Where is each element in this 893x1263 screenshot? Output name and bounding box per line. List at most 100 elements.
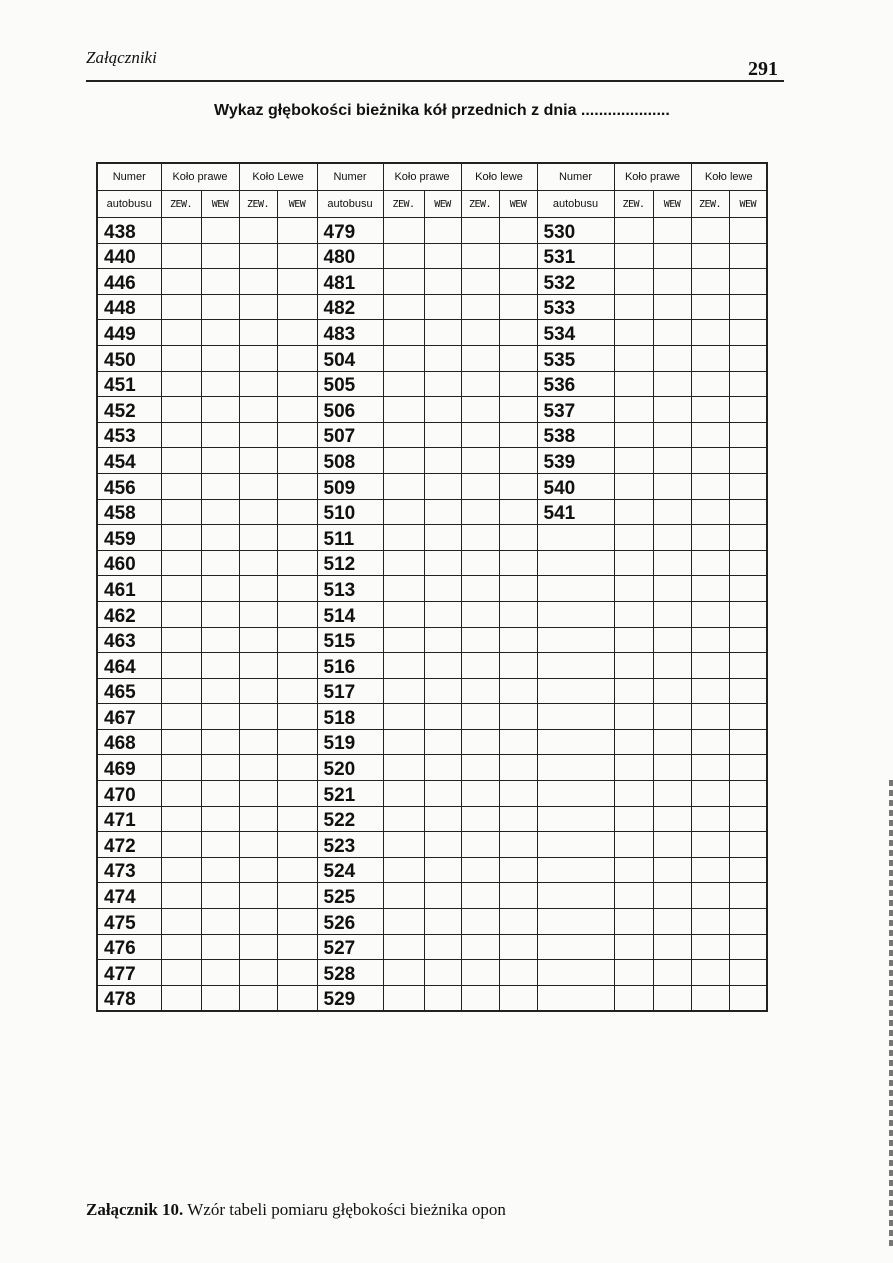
measurement-cell[interactable] (382, 652, 425, 679)
measurement-cell[interactable] (613, 319, 654, 346)
measurement-cell[interactable] (460, 831, 500, 858)
measurement-cell[interactable] (613, 447, 654, 474)
measurement-cell[interactable] (652, 524, 692, 551)
measurement-cell[interactable] (498, 447, 538, 474)
measurement-cell[interactable] (200, 447, 240, 474)
measurement-cell[interactable] (200, 652, 240, 679)
measurement-cell[interactable] (613, 908, 654, 935)
measurement-cell[interactable] (652, 396, 692, 423)
measurement-cell[interactable] (200, 498, 240, 526)
measurement-cell[interactable] (652, 242, 692, 270)
measurement-cell[interactable] (690, 933, 730, 961)
measurement-cell[interactable] (238, 984, 278, 1012)
measurement-cell[interactable] (460, 754, 500, 782)
measurement-cell[interactable] (652, 856, 692, 884)
measurement-cell[interactable] (276, 319, 318, 346)
measurement-cell[interactable] (728, 882, 768, 910)
measurement-cell[interactable] (728, 293, 768, 321)
measurement-cell[interactable] (382, 524, 425, 551)
measurement-cell[interactable] (460, 242, 500, 270)
measurement-cell[interactable] (160, 293, 202, 321)
measurement-cell[interactable] (382, 856, 425, 884)
measurement-cell[interactable] (690, 856, 730, 884)
measurement-cell[interactable] (238, 524, 278, 551)
measurement-cell[interactable] (613, 242, 654, 270)
measurement-cell[interactable] (276, 728, 318, 756)
measurement-cell[interactable] (613, 805, 654, 833)
measurement-cell[interactable] (613, 217, 654, 244)
measurement-cell[interactable] (200, 856, 240, 884)
measurement-cell[interactable] (652, 498, 692, 526)
measurement-cell[interactable] (498, 498, 538, 526)
measurement-cell[interactable] (200, 421, 240, 449)
measurement-cell[interactable] (200, 754, 240, 782)
measurement-cell[interactable] (238, 472, 278, 500)
measurement-cell[interactable] (238, 421, 278, 449)
measurement-cell[interactable] (652, 344, 692, 372)
measurement-cell[interactable] (460, 959, 500, 986)
measurement-cell[interactable] (238, 242, 278, 270)
measurement-cell[interactable] (498, 984, 538, 1012)
measurement-cell[interactable] (613, 396, 654, 423)
measurement-cell[interactable] (652, 959, 692, 986)
measurement-cell[interactable] (382, 396, 425, 423)
measurement-cell[interactable] (690, 575, 730, 602)
measurement-cell[interactable] (382, 370, 425, 398)
measurement-cell[interactable] (382, 959, 425, 986)
measurement-cell[interactable] (728, 344, 768, 372)
measurement-cell[interactable] (382, 677, 425, 705)
measurement-cell[interactable] (382, 217, 425, 244)
measurement-cell[interactable] (652, 575, 692, 602)
measurement-cell[interactable] (690, 217, 730, 244)
measurement-cell[interactable] (200, 703, 240, 730)
measurement-cell[interactable] (160, 882, 202, 910)
measurement-cell[interactable] (276, 217, 318, 244)
measurement-cell[interactable] (498, 959, 538, 986)
measurement-cell[interactable] (460, 498, 500, 526)
measurement-cell[interactable] (382, 319, 425, 346)
measurement-cell[interactable] (200, 549, 240, 577)
measurement-cell[interactable] (690, 498, 730, 526)
measurement-cell[interactable] (460, 626, 500, 654)
measurement-cell[interactable] (382, 447, 425, 474)
measurement-cell[interactable] (498, 856, 538, 884)
measurement-cell[interactable] (423, 447, 462, 474)
measurement-cell[interactable] (423, 600, 462, 628)
measurement-cell[interactable] (498, 217, 538, 244)
measurement-cell[interactable] (382, 472, 425, 500)
measurement-cell[interactable] (276, 472, 318, 500)
measurement-cell[interactable] (498, 370, 538, 398)
measurement-cell[interactable] (160, 268, 202, 295)
measurement-cell[interactable] (690, 882, 730, 910)
measurement-cell[interactable] (423, 831, 462, 858)
measurement-cell[interactable] (728, 524, 768, 551)
measurement-cell[interactable] (382, 805, 425, 833)
measurement-cell[interactable] (238, 319, 278, 346)
measurement-cell[interactable] (423, 754, 462, 782)
measurement-cell[interactable] (690, 703, 730, 730)
measurement-cell[interactable] (423, 370, 462, 398)
measurement-cell[interactable] (276, 600, 318, 628)
measurement-cell[interactable] (460, 728, 500, 756)
measurement-cell[interactable] (423, 677, 462, 705)
measurement-cell[interactable] (160, 780, 202, 807)
measurement-cell[interactable] (276, 805, 318, 833)
measurement-cell[interactable] (238, 908, 278, 935)
measurement-cell[interactable] (460, 652, 500, 679)
measurement-cell[interactable] (460, 677, 500, 705)
measurement-cell[interactable] (652, 703, 692, 730)
measurement-cell[interactable] (382, 549, 425, 577)
measurement-cell[interactable] (728, 370, 768, 398)
measurement-cell[interactable] (423, 217, 462, 244)
measurement-cell[interactable] (382, 242, 425, 270)
measurement-cell[interactable] (238, 703, 278, 730)
measurement-cell[interactable] (690, 396, 730, 423)
measurement-cell[interactable] (238, 754, 278, 782)
measurement-cell[interactable] (652, 472, 692, 500)
measurement-cell[interactable] (652, 805, 692, 833)
measurement-cell[interactable] (498, 703, 538, 730)
measurement-cell[interactable] (728, 703, 768, 730)
measurement-cell[interactable] (460, 472, 500, 500)
measurement-cell[interactable] (690, 754, 730, 782)
measurement-cell[interactable] (423, 293, 462, 321)
